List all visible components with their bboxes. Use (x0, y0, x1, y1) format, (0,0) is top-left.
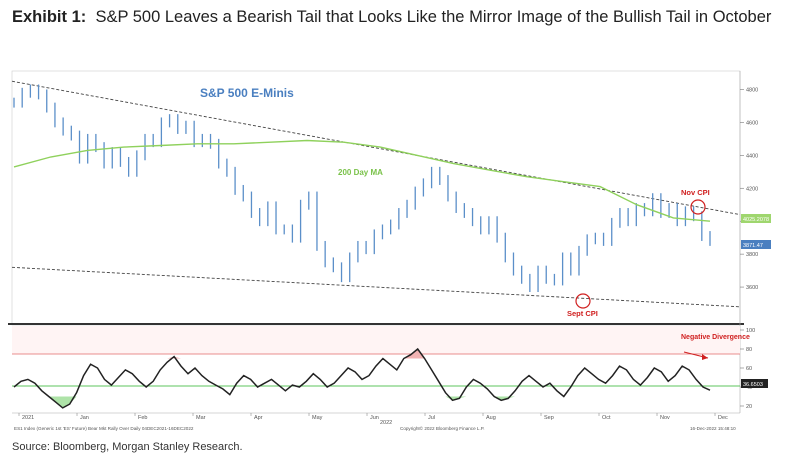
month-label: Jul (428, 415, 435, 421)
month-label: Apr (254, 415, 263, 421)
price-series (13, 84, 711, 293)
month-label: Nov (660, 415, 670, 421)
price-tick-label: 4600 (746, 120, 758, 126)
month-label: Jun (370, 415, 379, 421)
month-label: Feb (138, 415, 147, 421)
price-tick-label: 4400 (746, 153, 758, 159)
trendlines (11, 80, 741, 308)
trendline-upper (11, 80, 741, 216)
month-label: Mar (196, 415, 206, 421)
exhibit-title: Exhibit 1: S&P 500 Leaves a Bearish Tail… (12, 6, 772, 29)
month-label: 2021 (22, 415, 34, 421)
price-tick-label: 3800 (746, 252, 758, 258)
rsi-tick-label: 60 (746, 366, 752, 372)
exhibit-title-text: S&P 500 Leaves a Bearish Tail that Looks… (95, 8, 772, 26)
rsi-tick-label: 100 (746, 328, 755, 334)
price-tick-label: 4800 (746, 87, 758, 93)
nov-cpi-marker (690, 199, 706, 215)
month-label: Aug (486, 415, 496, 421)
month-label: Jan (80, 415, 89, 421)
footer-copyright: Copyright© 2022 Bloomberg Finance L.P. (400, 425, 485, 431)
exhibit-label: Exhibit 1: (12, 8, 87, 26)
price-axis: 3600380040004200440046004800 (740, 87, 758, 291)
last-price-text: 3871.47 (743, 243, 763, 249)
source-note: Source: Bloomberg, Morgan Stanley Resear… (12, 441, 243, 453)
rsi-oversold-fill (14, 396, 710, 408)
ma200-line (13, 139, 711, 222)
trendline-lower (11, 266, 741, 308)
rsi-tick-label: 80 (746, 347, 752, 353)
month-label: Dec (718, 415, 728, 421)
price-panel-frame (11, 70, 741, 326)
ma-label: 200 Day MA (338, 168, 383, 177)
month-label: May (312, 415, 323, 421)
overbought-zone (12, 326, 740, 354)
last-price-tag (741, 240, 771, 249)
price-tick-label: 3600 (746, 285, 758, 291)
nov-cpi-label: Nov CPI (681, 188, 710, 197)
sept-cpi-label: Sept CPI (567, 309, 598, 318)
rsi-value-text: 36.6503 (743, 382, 763, 388)
footer-index-info: ES1 Index (Generic 1st 'ES' Future) Bear… (14, 426, 194, 431)
price-tick-label: 4200 (746, 186, 758, 192)
year-sublabel: 2022 (380, 420, 392, 426)
rsi-value-tag (741, 379, 768, 388)
sept-cpi-marker (575, 293, 591, 309)
month-label: Sep (544, 415, 554, 421)
footer-timestamp: 16-Dec-2022 15:48:10 (690, 426, 736, 431)
rsi-line (13, 347, 711, 409)
bloomberg-chart: 3600380040004200440046004800 S&P 500 E-M… (8, 70, 771, 431)
divergence-label: Negative Divergence (681, 334, 750, 341)
ma-value-tag (741, 214, 771, 223)
month-axis: 2021 Jan Feb Mar Apr May Jun Jul Aug Sep Oct Nov Dec (18, 413, 728, 421)
ma-value-text: 4025.2078 (743, 217, 769, 223)
month-label: Oct (602, 415, 611, 421)
price-chart-title: S&P 500 E-Minis (200, 86, 294, 100)
rsi-tick-label: 20 (746, 404, 752, 410)
divergence-arrowhead (702, 354, 708, 360)
